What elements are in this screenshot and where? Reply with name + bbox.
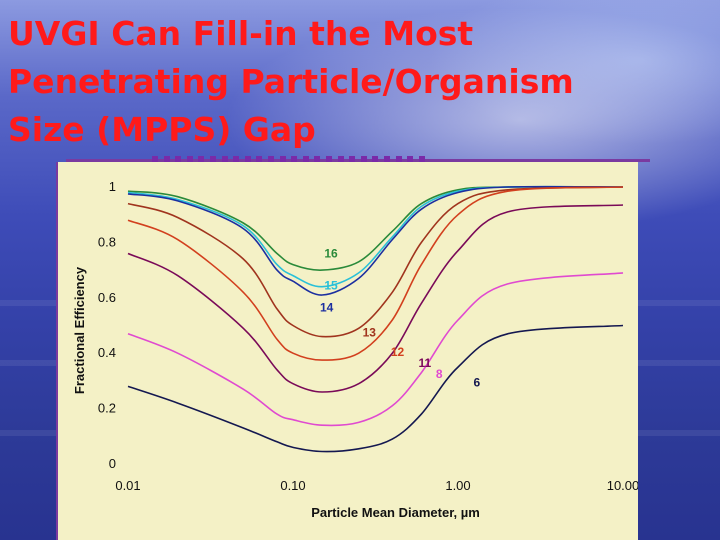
y-tick-label: 0.8 — [98, 234, 116, 249]
series-label-15: 15 — [324, 278, 338, 292]
y-tick-label: 0.4 — [98, 345, 116, 360]
series-line-6 — [127, 324, 624, 453]
series-line-11 — [127, 204, 624, 393]
title-underline — [66, 159, 650, 162]
series-line-12 — [127, 186, 624, 361]
series-label-14: 14 — [320, 301, 334, 315]
chart-panel: 0 0.2 0.4 0.6 0.8 1 0.01 0.10 1.00 10.00 Particle … — [56, 162, 638, 540]
y-tick-label: 1 — [109, 179, 116, 194]
series-label-16: 16 — [324, 247, 338, 261]
series-line-16 — [127, 185, 624, 271]
series-line-15 — [127, 185, 624, 288]
series-label-13: 13 — [363, 326, 377, 340]
x-tick-label: 1.00 — [445, 478, 470, 493]
y-tick-label: 0 — [109, 456, 116, 471]
x-axis-title: Particle Mean Diameter, µm — [311, 505, 480, 520]
series-label-12: 12 — [391, 345, 405, 359]
x-tick-label: 0.10 — [280, 478, 305, 493]
uvgi-bar — [152, 156, 158, 167]
slide-title: UVGI Can Fill-in the Most Penetrating Pa… — [8, 14, 574, 149]
series-label-8: 8 — [436, 367, 443, 381]
y-tick-label: 0.6 — [98, 290, 116, 305]
x-tick-label: 0.01 — [115, 478, 140, 493]
y-axis-title: Fractional Efficiency — [72, 266, 87, 394]
series-label-11: 11 — [419, 356, 432, 370]
y-tick-label: 0.2 — [98, 401, 116, 416]
series-line-13 — [127, 186, 624, 338]
series-label-6: 6 — [473, 375, 480, 389]
series-line-8 — [127, 272, 624, 427]
uvgi-bar — [418, 156, 425, 167]
x-tick-label: 10.00 — [607, 478, 638, 493]
fractional-efficiency-chart: 0 0.2 0.4 0.6 0.8 1 0.01 0.10 1.00 10.00 Particle … — [72, 179, 638, 520]
series-line-14 — [127, 185, 624, 296]
